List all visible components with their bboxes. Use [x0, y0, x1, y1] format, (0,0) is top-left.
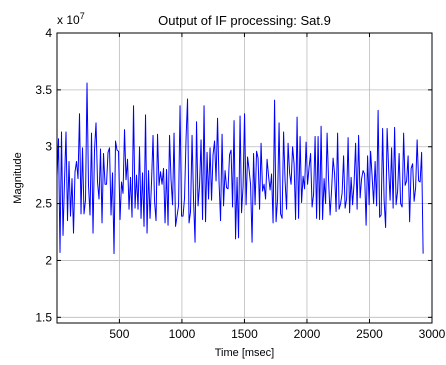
series-layer: [56, 82, 424, 255]
x-tick-label: 1000: [169, 327, 196, 341]
x-axis-label: Time [msec]: [215, 347, 275, 359]
y-exponent-label: x 107: [57, 11, 85, 27]
y-tick-label: 1.5: [35, 310, 52, 324]
x-tick-label: 500: [109, 327, 129, 341]
y-tick-label: 2.5: [35, 197, 52, 211]
y-tick-label: 4: [45, 26, 52, 40]
x-tick-label: 2500: [356, 327, 383, 341]
y-tick-label: 3.5: [35, 83, 52, 97]
series-line: [56, 82, 424, 255]
y-axis-label: Magnitude: [12, 152, 24, 203]
y-tick-label: 2: [45, 253, 52, 267]
x-tick-label: 3000: [419, 327, 446, 341]
x-tick-label: 1500: [231, 327, 258, 341]
y-tick-label: 3: [45, 140, 52, 154]
x-tick-label: 2000: [294, 327, 321, 341]
chart-title: Output of IF processing: Sat.9: [158, 13, 331, 28]
axis-ticks: 500 1000 1500 2000 2500 3000 1.5 2 2.5 3 3.5 4: [35, 26, 445, 341]
